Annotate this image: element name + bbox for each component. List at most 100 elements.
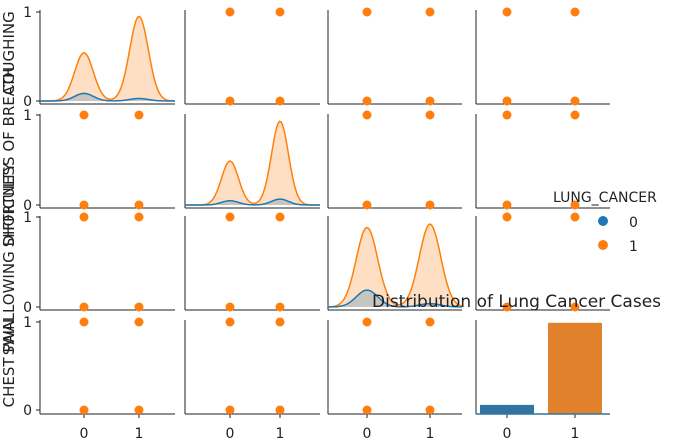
y-axis-label: SWALLOWING DIFFICULTY: [0, 162, 18, 355]
scatter-point: [275, 7, 285, 17]
scatter-point: [79, 302, 89, 312]
scatter-point: [134, 200, 144, 210]
scatter-point: [570, 302, 580, 312]
x-tick-label: 0: [226, 426, 235, 441]
scatter-point: [425, 7, 435, 17]
x-tick-label: 0: [80, 426, 89, 441]
scatter-point: [502, 212, 512, 222]
scatter-point: [79, 317, 89, 327]
panel-2-1: [184, 212, 320, 312]
kde-line-hue-1: [185, 120, 320, 206]
x-tick-label: 0: [503, 426, 512, 441]
x-tick-label: 1: [135, 426, 144, 441]
scatter-point: [570, 110, 580, 120]
panel-1-3: [475, 110, 610, 210]
y-tick-label: 0: [23, 198, 32, 214]
scatter-point: [502, 200, 512, 210]
panel-0-3: [475, 7, 610, 106]
panel-2-0: 01: [23, 210, 175, 316]
scatter-point: [425, 200, 435, 210]
y-tick-label: 0: [23, 300, 32, 316]
panel-1-1: [184, 114, 320, 209]
y-tick-label: 0: [23, 94, 32, 110]
panel-0-0: 01: [23, 5, 175, 110]
x-tick-label: 1: [571, 426, 580, 441]
panel-0-1: [184, 7, 320, 106]
scatter-point: [502, 7, 512, 17]
scatter-point: [362, 405, 372, 415]
legend-marker-0: [598, 216, 608, 226]
scatter-point: [134, 405, 144, 415]
x-tick-label: 1: [276, 426, 285, 441]
y-tick-label: 0: [23, 403, 32, 419]
y-axis-label: SHORTNESS OF BREATH: [0, 67, 18, 248]
scatter-point: [275, 96, 285, 106]
bar-chart-title: Distribution of Lung Cancer Cases: [372, 292, 661, 312]
scatter-point: [570, 7, 580, 17]
scatter-point: [225, 405, 235, 415]
scatter-point: [362, 110, 372, 120]
panel-2-3: [475, 212, 610, 312]
kde-line-hue-1: [40, 15, 175, 102]
panel-2-2: [327, 216, 463, 311]
panel-1-0: 01: [23, 108, 175, 214]
scatter-point: [134, 110, 144, 120]
scatter-point: [79, 212, 89, 222]
scatter-point: [425, 96, 435, 106]
bar-0: [480, 404, 534, 414]
kde-fill-hue-1: [185, 121, 320, 205]
legend: LUNG_CANCER 0 1: [553, 190, 657, 255]
scatter-point: [79, 405, 89, 415]
kde-line-hue-0: [40, 92, 175, 102]
kde-fill-hue-1: [328, 224, 462, 307]
legend-title: LUNG_CANCER: [553, 190, 657, 206]
scatter-point: [570, 212, 580, 222]
panel-1-2: [327, 110, 462, 210]
scatter-point: [425, 317, 435, 327]
kde-line-hue-1: [327, 223, 463, 308]
scatter-point: [275, 405, 285, 415]
scatter-point: [502, 96, 512, 106]
kde-line-hue-0: [328, 289, 463, 308]
legend-label-1: 1: [629, 239, 638, 255]
scatter-point: [275, 212, 285, 222]
scatter-point: [570, 200, 580, 210]
scatter-point: [425, 110, 435, 120]
scatter-point: [275, 302, 285, 312]
x-tick-label: 1: [426, 426, 435, 441]
panel-0-2: [327, 7, 462, 106]
kde-fill-hue-1: [40, 16, 175, 101]
x-tick-label: 0: [363, 426, 372, 441]
scatter-point: [502, 302, 512, 312]
y-axis-label: CHEST PAIN: [0, 319, 18, 408]
scatter-point: [225, 317, 235, 327]
scatter-point: [134, 212, 144, 222]
legend-marker-1: [598, 240, 608, 250]
scatter-point: [225, 302, 235, 312]
scatter-point: [362, 200, 372, 210]
scatter-point: [275, 317, 285, 327]
scatter-point: [362, 96, 372, 106]
y-tick-label: 1: [23, 210, 32, 226]
scatter-point: [362, 7, 372, 17]
y-tick-label: 1: [23, 5, 32, 21]
scatter-point: [570, 96, 580, 106]
kde-line-hue-0: [185, 198, 320, 206]
scatter-point: [502, 110, 512, 120]
bar-1: [548, 322, 602, 414]
legend-label-0: 0: [629, 215, 638, 231]
y-axis-label: COUGHING: [0, 11, 18, 94]
y-tick-label: 1: [23, 315, 32, 331]
scatter-point: [425, 405, 435, 415]
scatter-point: [79, 200, 89, 210]
scatter-point: [134, 317, 144, 327]
panel-3-0: 0 1 0 1: [23, 315, 175, 441]
scatter-point: [134, 302, 144, 312]
scatter-point: [225, 96, 235, 106]
scatter-point: [225, 7, 235, 17]
kde-fill-hue-0: [328, 290, 462, 307]
scatter-point: [362, 317, 372, 327]
